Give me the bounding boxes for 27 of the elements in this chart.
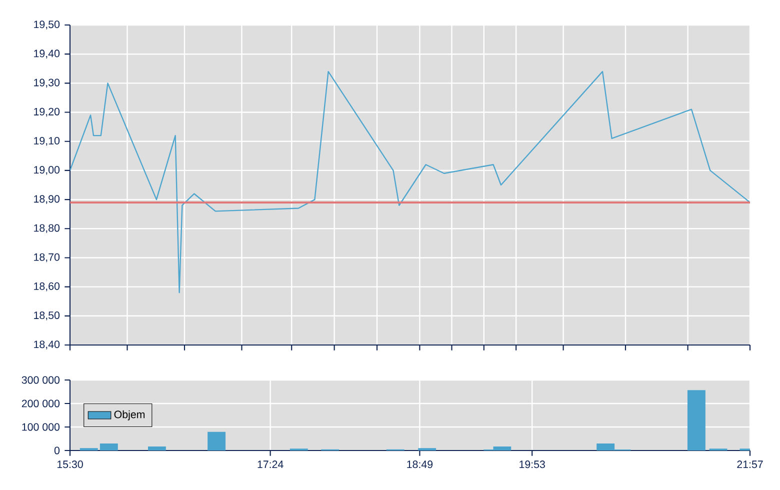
x-tick-label: 21:57 bbox=[737, 460, 763, 468]
y-tick-label: 18,90 bbox=[34, 195, 60, 204]
y-tick-label: 19,10 bbox=[34, 136, 60, 146]
y-tick-label: 19,20 bbox=[34, 108, 60, 117]
y-tick-label: 0 bbox=[54, 446, 60, 454]
y-tick-label: 19,00 bbox=[34, 166, 60, 175]
y-tick-label: 19,50 bbox=[34, 20, 60, 30]
x-tick-label: 19:53 bbox=[520, 460, 545, 468]
y-tick-label: 300 000 bbox=[22, 376, 60, 384]
legend-label: Objem bbox=[114, 410, 145, 420]
y-tick-label: 100 000 bbox=[22, 423, 60, 431]
x-tick-label: 18:49 bbox=[407, 460, 433, 468]
y-tick-label: 18,60 bbox=[34, 282, 60, 292]
bar bbox=[148, 446, 166, 450]
x-tick-label: 15:30 bbox=[57, 460, 83, 468]
y-tick-label: 19,30 bbox=[34, 78, 60, 88]
y-tick-label: 18,80 bbox=[34, 224, 60, 234]
bar bbox=[100, 443, 118, 450]
y-tick-label: 200 000 bbox=[22, 400, 60, 408]
line-series bbox=[70, 70, 750, 294]
bar bbox=[687, 390, 706, 450]
x-tick-label: 17:24 bbox=[258, 460, 284, 468]
bar bbox=[208, 432, 226, 450]
y-tick-label: 19,40 bbox=[34, 50, 60, 58]
y-tick-label: 18,50 bbox=[34, 312, 60, 320]
y-tick-label: 18,40 bbox=[34, 340, 60, 350]
y-tick-label: 18,70 bbox=[34, 253, 60, 262]
